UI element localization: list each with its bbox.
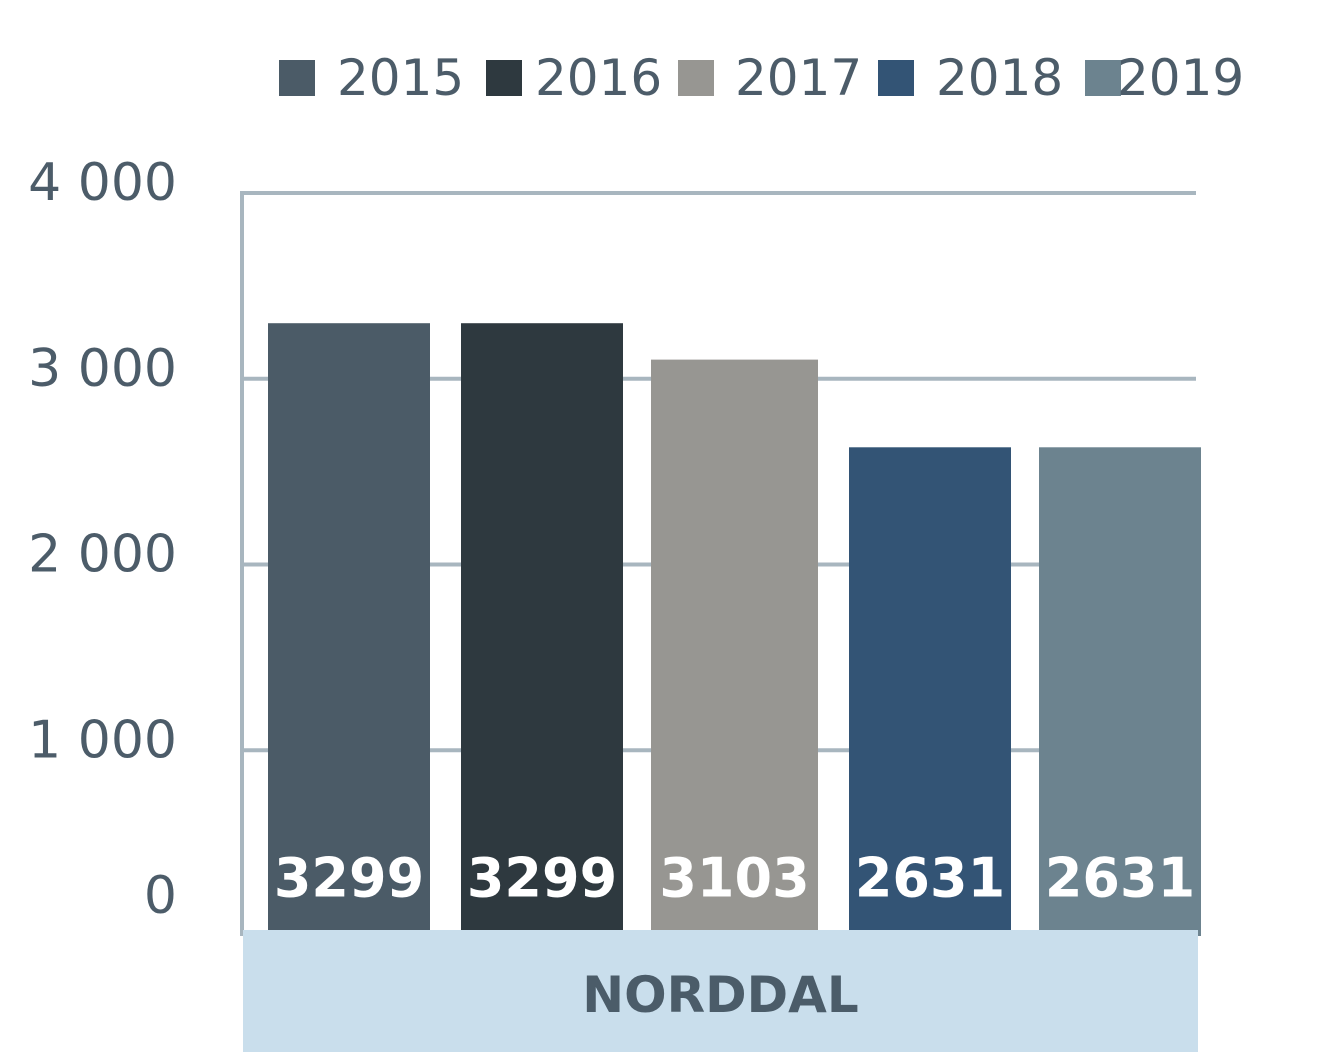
y-tick-label-3000: 3 000 xyxy=(28,339,177,399)
bar-value-label-2019: 2631 xyxy=(1045,847,1195,910)
bar-2018 xyxy=(849,447,1011,936)
bar-2017 xyxy=(651,359,818,936)
bars: 3299 3299 3103 2631 2631 xyxy=(268,323,1201,936)
bar-value-label-2017: 3103 xyxy=(659,847,809,910)
legend-swatch-2015 xyxy=(279,60,315,96)
y-tick-label-1000: 1 000 xyxy=(28,710,177,770)
legend-label-2017: 2017 xyxy=(735,49,862,107)
bar-value-label-2018: 2631 xyxy=(855,847,1005,910)
y-tick-label-0: 0 xyxy=(144,866,177,926)
legend: 2015 2016 2017 2018 2019 xyxy=(279,49,1244,107)
category-label: NORDDAL xyxy=(582,966,858,1024)
y-tick-label-4000: 4 000 xyxy=(28,153,177,213)
legend-swatch-2017 xyxy=(678,60,714,96)
category-band xyxy=(243,930,1198,1052)
bar-2019 xyxy=(1039,447,1201,936)
y-axis: 0 1 000 2 000 3 000 4 000 xyxy=(28,153,177,926)
legend-label-2015: 2015 xyxy=(337,49,464,107)
x-axis: NORDDAL xyxy=(243,930,1198,1052)
bar-value-label-2015: 3299 xyxy=(274,847,424,910)
bar-2016 xyxy=(461,323,623,936)
y-tick-label-2000: 2 000 xyxy=(28,525,177,585)
legend-label-2016: 2016 xyxy=(535,49,662,107)
legend-swatch-2016 xyxy=(486,60,522,96)
bar-value-label-2016: 3299 xyxy=(467,847,617,910)
legend-swatch-2019 xyxy=(1085,60,1121,96)
legend-label-2019: 2019 xyxy=(1117,49,1244,107)
bar-2015 xyxy=(268,323,430,936)
legend-label-2018: 2018 xyxy=(936,49,1063,107)
legend-swatch-2018 xyxy=(878,60,914,96)
